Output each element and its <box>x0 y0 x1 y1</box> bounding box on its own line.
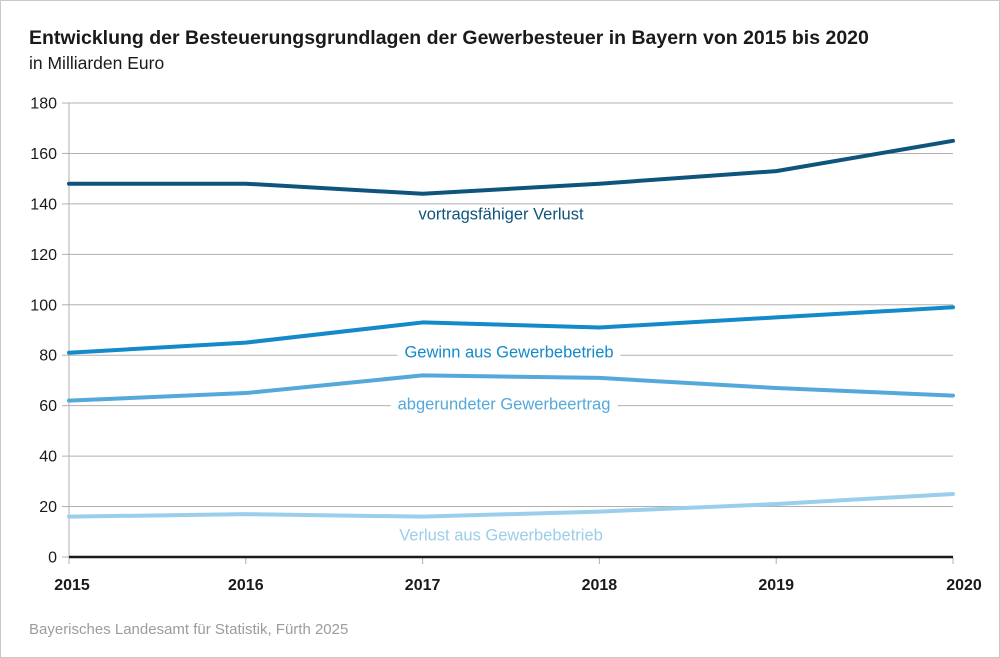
series-line-3 <box>67 491 955 519</box>
chart-title: Entwicklung der Besteuerungsgrundlagen d… <box>29 27 869 49</box>
series-label-verlust-aus-gewerbebetrieb: Verlust aus Gewerbebetrieb <box>392 526 610 546</box>
xtick-label-2015: 2015 <box>54 577 90 594</box>
ytick-label-140: 140 <box>30 196 57 213</box>
xtick-label-2019: 2019 <box>758 577 794 594</box>
series-line-2 <box>67 373 955 403</box>
series-label-abgerundeter-gewerbeertrag: abgerundeter Gewerbeertrag <box>390 395 618 415</box>
ytick-label-0: 0 <box>48 550 57 567</box>
xtick-label-2017: 2017 <box>405 577 441 594</box>
series-line-1 <box>67 305 955 355</box>
chart-subtitle: in Milliarden Euro <box>29 53 165 73</box>
ytick-label-100: 100 <box>30 297 57 314</box>
xtick-label-2016: 2016 <box>228 577 264 594</box>
ytick-label-180: 180 <box>30 96 57 113</box>
series-label-gewinn-aus-gewerbebetrieb: Gewinn aus Gewerbebetrieb <box>397 343 621 363</box>
series-label-vortragsfaehiger-verlust: vortragsfähiger Verlust <box>411 205 591 225</box>
xtick-label-2018: 2018 <box>582 577 618 594</box>
ytick-label-60: 60 <box>39 398 57 415</box>
ytick-label-20: 20 <box>39 499 57 516</box>
ytick-label-160: 160 <box>30 146 57 163</box>
xtick-label-2020: 2020 <box>946 577 982 594</box>
source-note: Bayerisches Landesamt für Statistik, Für… <box>29 621 349 638</box>
ytick-label-80: 80 <box>39 348 57 365</box>
series-line-0 <box>67 138 955 196</box>
ytick-label-120: 120 <box>30 247 57 264</box>
ytick-label-40: 40 <box>39 449 57 466</box>
